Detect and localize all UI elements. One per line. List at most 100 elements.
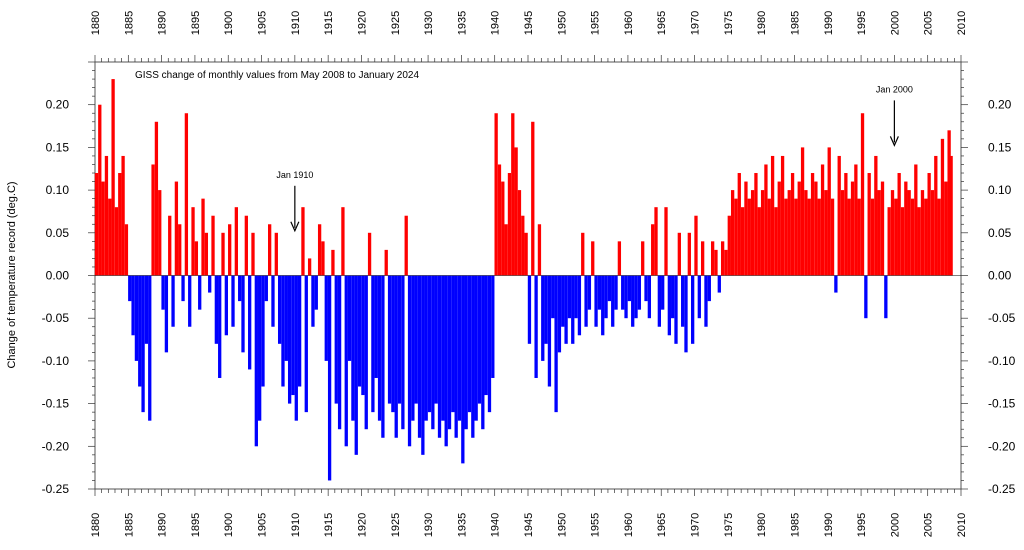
data-bar [760,190,765,276]
x-tick-label-top: 1925 [390,11,402,35]
data-bar [617,241,622,276]
data-bar [890,190,895,276]
data-bar [434,275,438,404]
data-bar [228,224,232,276]
data-bar [467,275,472,413]
data-bar [341,207,345,276]
data-bar [357,275,362,387]
x-tick-label-top: 1945 [523,11,535,35]
data-bar [194,241,199,276]
data-bar [897,173,901,276]
x-tick-label-bottom: 1915 [323,513,335,537]
data-bar [667,275,671,336]
data-bar [850,181,855,276]
data-bar [218,275,222,378]
data-bar [597,275,602,310]
data-bar [374,275,378,378]
data-bar [334,275,338,404]
x-tick-label-top: 1880 [90,11,102,35]
data-bar [124,224,129,276]
y-tick-label-right: -0.10 [988,354,1016,368]
y-tick-label-left: 0.00 [46,269,70,283]
data-bar [784,198,788,276]
y-tick-label-right: 0.10 [988,183,1012,197]
data-bar [661,275,665,310]
x-tick-label-bottom: 1955 [590,513,602,537]
data-bar [830,198,835,276]
data-bar [287,275,292,404]
y-tick-label-right: -0.20 [988,439,1016,453]
x-tick-label-top: 2005 [923,11,935,35]
data-bar [707,275,711,302]
data-bar [810,173,815,276]
data-bar [401,275,405,430]
x-tick-label-bottom: 1880 [90,513,102,537]
data-bar [404,215,408,276]
data-bar [860,113,865,276]
data-bar [627,275,632,302]
data-bar [671,275,675,319]
y-tick-label-left: 0.15 [46,140,70,154]
data-bar [351,275,355,421]
data-bar [164,275,169,353]
y-tick-label-left: -0.25 [42,482,70,496]
data-bar [477,275,482,404]
data-bar [361,275,365,396]
data-bar [94,173,99,276]
data-bar [717,275,721,293]
data-bar [507,173,512,276]
data-bar [714,249,718,276]
data-bar [168,215,172,276]
x-tick-label-top: 1975 [723,11,735,35]
x-tick-label-bottom: 1925 [390,513,402,537]
data-bar [704,275,708,327]
data-bar [384,249,388,276]
x-tick-label-bottom: 1890 [157,513,169,537]
data-bar [537,224,542,276]
data-bar [268,224,272,276]
y-tick-label-left: -0.20 [42,439,70,453]
data-bar [394,275,398,438]
data-bar [494,113,498,276]
data-bar [737,173,741,276]
data-bar [387,275,392,404]
data-bar [364,275,368,430]
data-bar [337,275,342,430]
data-bar [297,275,302,387]
data-bar [138,275,142,387]
data-bar [454,275,458,438]
data-bar [681,275,685,327]
data-bar [444,275,448,447]
x-tick-label-top: 1990 [823,11,835,35]
data-bar [128,275,132,302]
data-bar [181,275,185,302]
data-bar [587,275,592,310]
x-tick-label-bottom: 1995 [856,513,868,537]
data-bar [710,241,715,276]
x-tick-label-bottom: 1970 [690,513,702,537]
data-bar [427,275,432,413]
x-tick-label-top: 1935 [456,11,468,35]
data-bar [574,275,578,319]
data-bar [647,275,652,319]
data-bar [417,275,422,438]
data-bar [844,173,848,276]
x-tick-label-bottom: 1965 [656,513,668,537]
data-bar [634,275,638,319]
data-bar [887,207,891,276]
x-tick-label-top: 1915 [323,11,335,35]
data-bar [691,275,695,344]
data-bar [654,207,658,276]
data-bar [101,181,105,276]
data-bar [824,190,828,276]
data-bar [847,198,851,276]
data-bar [264,275,268,302]
data-bar [481,275,485,430]
data-bar [377,275,382,421]
data-bar [231,275,235,327]
data-bar [314,275,318,310]
data-bar [817,198,821,276]
data-bar [511,113,515,276]
data-bar [221,232,225,276]
data-bar [840,190,845,276]
